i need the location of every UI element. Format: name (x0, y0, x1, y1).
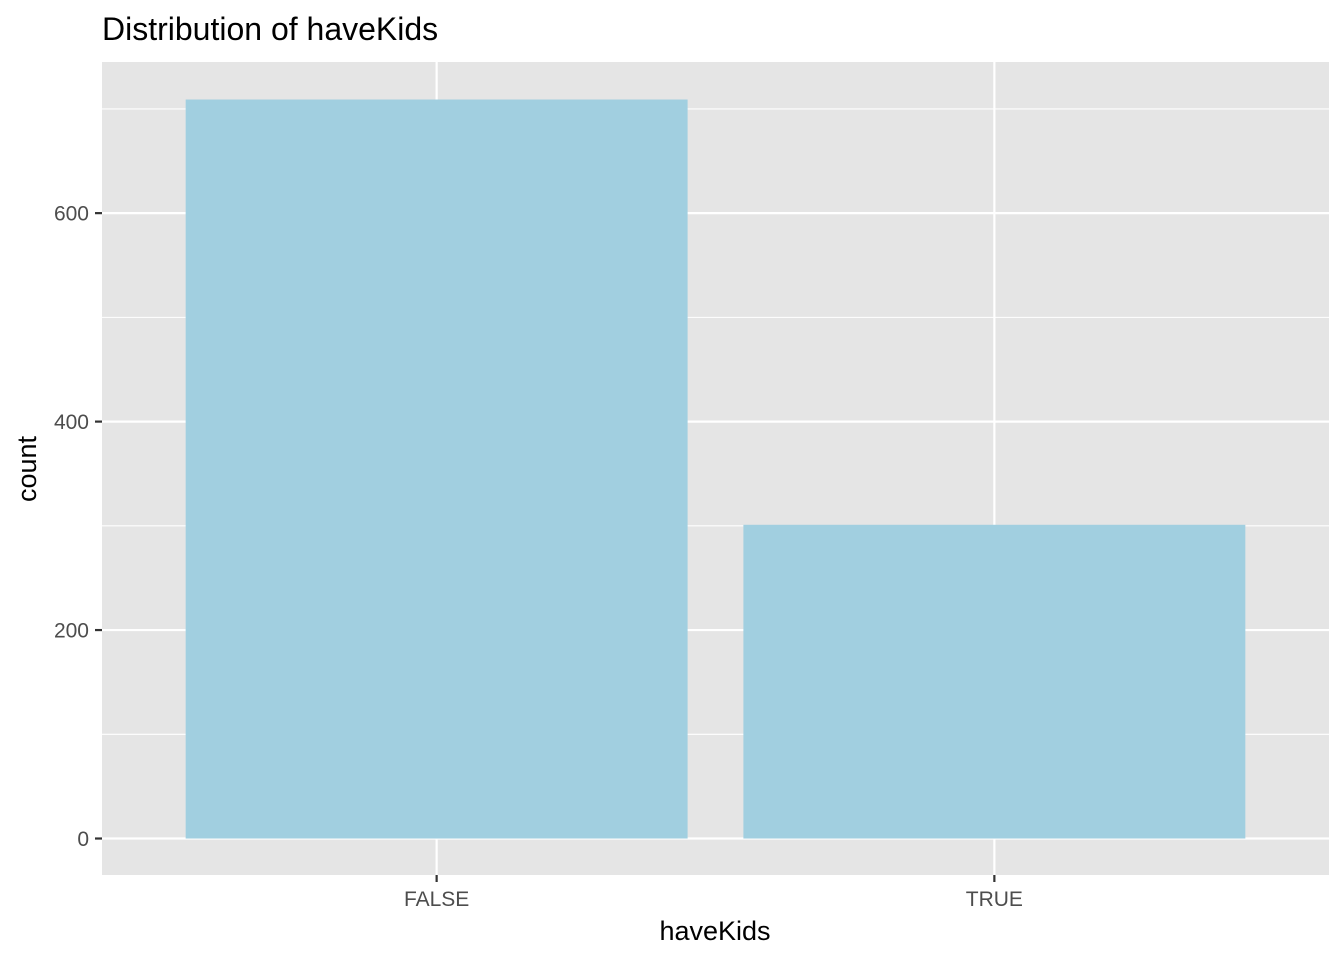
x-tick-label: FALSE (404, 888, 469, 911)
y-axis: 0 200 400 600 (54, 203, 102, 851)
bar-false (185, 99, 688, 839)
chart-title: Distribution of haveKids (102, 11, 438, 47)
y-tick-label: 200 (54, 620, 89, 643)
x-axis-title: haveKids (659, 916, 770, 946)
bars (185, 99, 1246, 839)
bar-true (743, 524, 1246, 839)
x-tick-label: TRUE (966, 888, 1023, 911)
x-axis: FALSE TRUE (404, 875, 1023, 911)
y-tick-label: 0 (77, 828, 89, 851)
y-tick-label: 400 (54, 411, 89, 434)
y-axis-title: count (12, 435, 42, 502)
y-tick-label: 600 (54, 203, 89, 226)
